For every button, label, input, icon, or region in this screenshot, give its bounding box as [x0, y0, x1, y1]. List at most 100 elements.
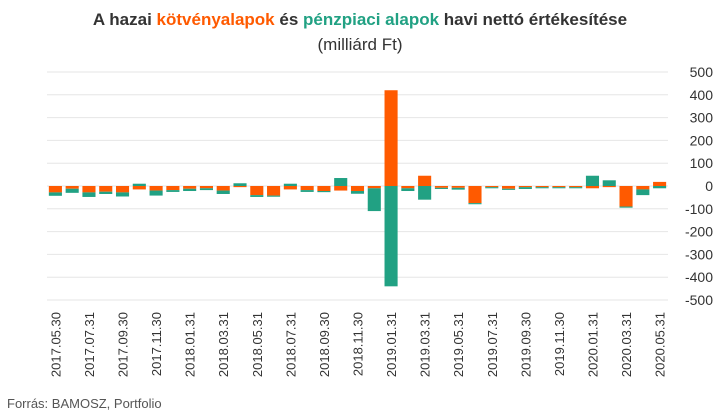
bar-bond	[434, 186, 448, 188]
bar-bond	[552, 186, 566, 188]
x-tick-label: 2019.11.30	[552, 312, 567, 376]
title-bond-funds: kötvényalapok	[156, 10, 275, 29]
bar-money-market	[99, 191, 113, 194]
bar-money-market	[199, 188, 213, 191]
y-tick-label: 300	[690, 110, 714, 126]
x-tick-label: 2018.01.31	[183, 312, 198, 377]
x-tick-label: 2019.03.31	[418, 312, 433, 377]
bar-bond	[418, 175, 432, 186]
bar-money-market	[619, 206, 633, 208]
bar-bond	[199, 186, 213, 189]
bar-money-market	[485, 187, 499, 189]
bar-bond	[132, 186, 146, 190]
bar-bond	[149, 186, 163, 191]
bar-money-market	[166, 190, 180, 192]
x-tick-label: 2017.09.30	[116, 312, 131, 377]
bar-bond	[267, 186, 281, 196]
bar-money-market	[636, 189, 650, 196]
bar-bond	[166, 186, 180, 191]
bar-money-market	[535, 187, 549, 189]
bar-money-market	[367, 188, 381, 212]
x-tick-label: 2019.05.31	[451, 312, 466, 377]
bar-money-market	[350, 191, 365, 194]
title-middle: és	[274, 10, 303, 29]
x-tick-label: 2020.03.31	[619, 312, 634, 377]
y-tick-label: -300	[685, 246, 713, 262]
x-tick-label: 2019.01.31	[384, 312, 399, 377]
bar-bond	[602, 186, 616, 188]
chart-title: A hazai kötvényalapok és pénzpiaci alapo…	[0, 10, 720, 30]
x-tick-label: 2018.05.31	[250, 312, 265, 377]
x-tick-label: 2019.09.30	[518, 312, 533, 377]
bar-bond	[535, 186, 549, 188]
x-tick-label: 2017.11.30	[149, 312, 164, 376]
bar-bond	[569, 186, 583, 188]
bar-money-market	[216, 190, 230, 194]
bar-bond	[502, 186, 516, 189]
y-tick-label: -100	[685, 201, 713, 217]
bar-bond	[468, 186, 482, 204]
y-tick-label: 100	[690, 155, 714, 171]
x-tick-label: 2017.05.30	[48, 312, 63, 377]
bar-money-market	[334, 178, 348, 186]
x-tick-label: 2020.01.31	[585, 312, 600, 377]
x-tick-label: 2020.05.31	[653, 312, 668, 377]
bar-money-market	[552, 187, 566, 189]
bar-money-market	[183, 188, 197, 192]
bar-money-market	[267, 195, 281, 197]
bar-money-market	[233, 183, 247, 186]
bar-bond	[619, 186, 633, 207]
bar-money-market	[468, 203, 482, 205]
bar-bond	[283, 186, 297, 190]
x-tick-label: 2018.09.30	[317, 312, 332, 377]
bar-money-market	[518, 187, 532, 189]
bar-bond	[216, 186, 230, 191]
bar-bond	[82, 186, 96, 193]
y-tick-label: -500	[685, 292, 713, 308]
bar-bond	[350, 186, 365, 192]
bar-money-market	[602, 180, 616, 186]
bar-bond	[518, 186, 532, 188]
bar-bond	[653, 181, 667, 186]
x-tick-label: 2018.03.31	[216, 312, 231, 377]
bar-money-market	[48, 192, 62, 196]
bar-money-market	[283, 183, 297, 186]
bar-bond	[636, 186, 650, 190]
x-tick-label: 2018.11.30	[351, 312, 366, 376]
bar-bond	[233, 186, 247, 188]
y-tick-label: 0	[705, 178, 713, 194]
bar-bond	[334, 186, 348, 191]
bar-bond	[451, 186, 465, 188]
x-tick-label: 2019.07.31	[485, 312, 500, 377]
y-tick-label: 400	[690, 87, 714, 103]
y-tick-label: 500	[690, 64, 714, 80]
bar-money-market	[300, 190, 314, 192]
bar-money-market	[82, 192, 96, 197]
bar-money-market	[250, 195, 264, 197]
bar-bond	[183, 186, 197, 189]
bar-money-market	[401, 188, 415, 192]
source-note: Forrás: BAMOSZ, Portfolio	[7, 396, 162, 411]
title-money-market-funds: pénzpiaci alapok	[303, 10, 440, 29]
bar-money-market	[418, 186, 432, 200]
bar-money-market	[384, 186, 398, 287]
bar-money-market	[115, 192, 130, 197]
bar-money-market	[65, 188, 79, 193]
bar-money-market	[502, 188, 516, 190]
bar-bond	[99, 186, 113, 192]
bar-money-market	[434, 187, 448, 189]
bar-money-market	[451, 187, 465, 190]
x-tick-label: 2018.07.31	[283, 312, 298, 377]
title-suffix: havi nettó értékesítése	[439, 10, 628, 29]
chart-subtitle: (milliárd Ft)	[317, 35, 403, 54]
bar-bond	[384, 90, 398, 186]
bar-money-market	[569, 187, 583, 189]
bar-bond	[367, 186, 381, 189]
bar-money-market	[585, 175, 600, 186]
bar-money-market	[132, 183, 146, 186]
bar-bond	[585, 186, 600, 189]
title-prefix: A hazai	[92, 10, 157, 29]
bar-bond	[317, 186, 331, 192]
x-tick-label: 2017.07.31	[82, 312, 97, 377]
